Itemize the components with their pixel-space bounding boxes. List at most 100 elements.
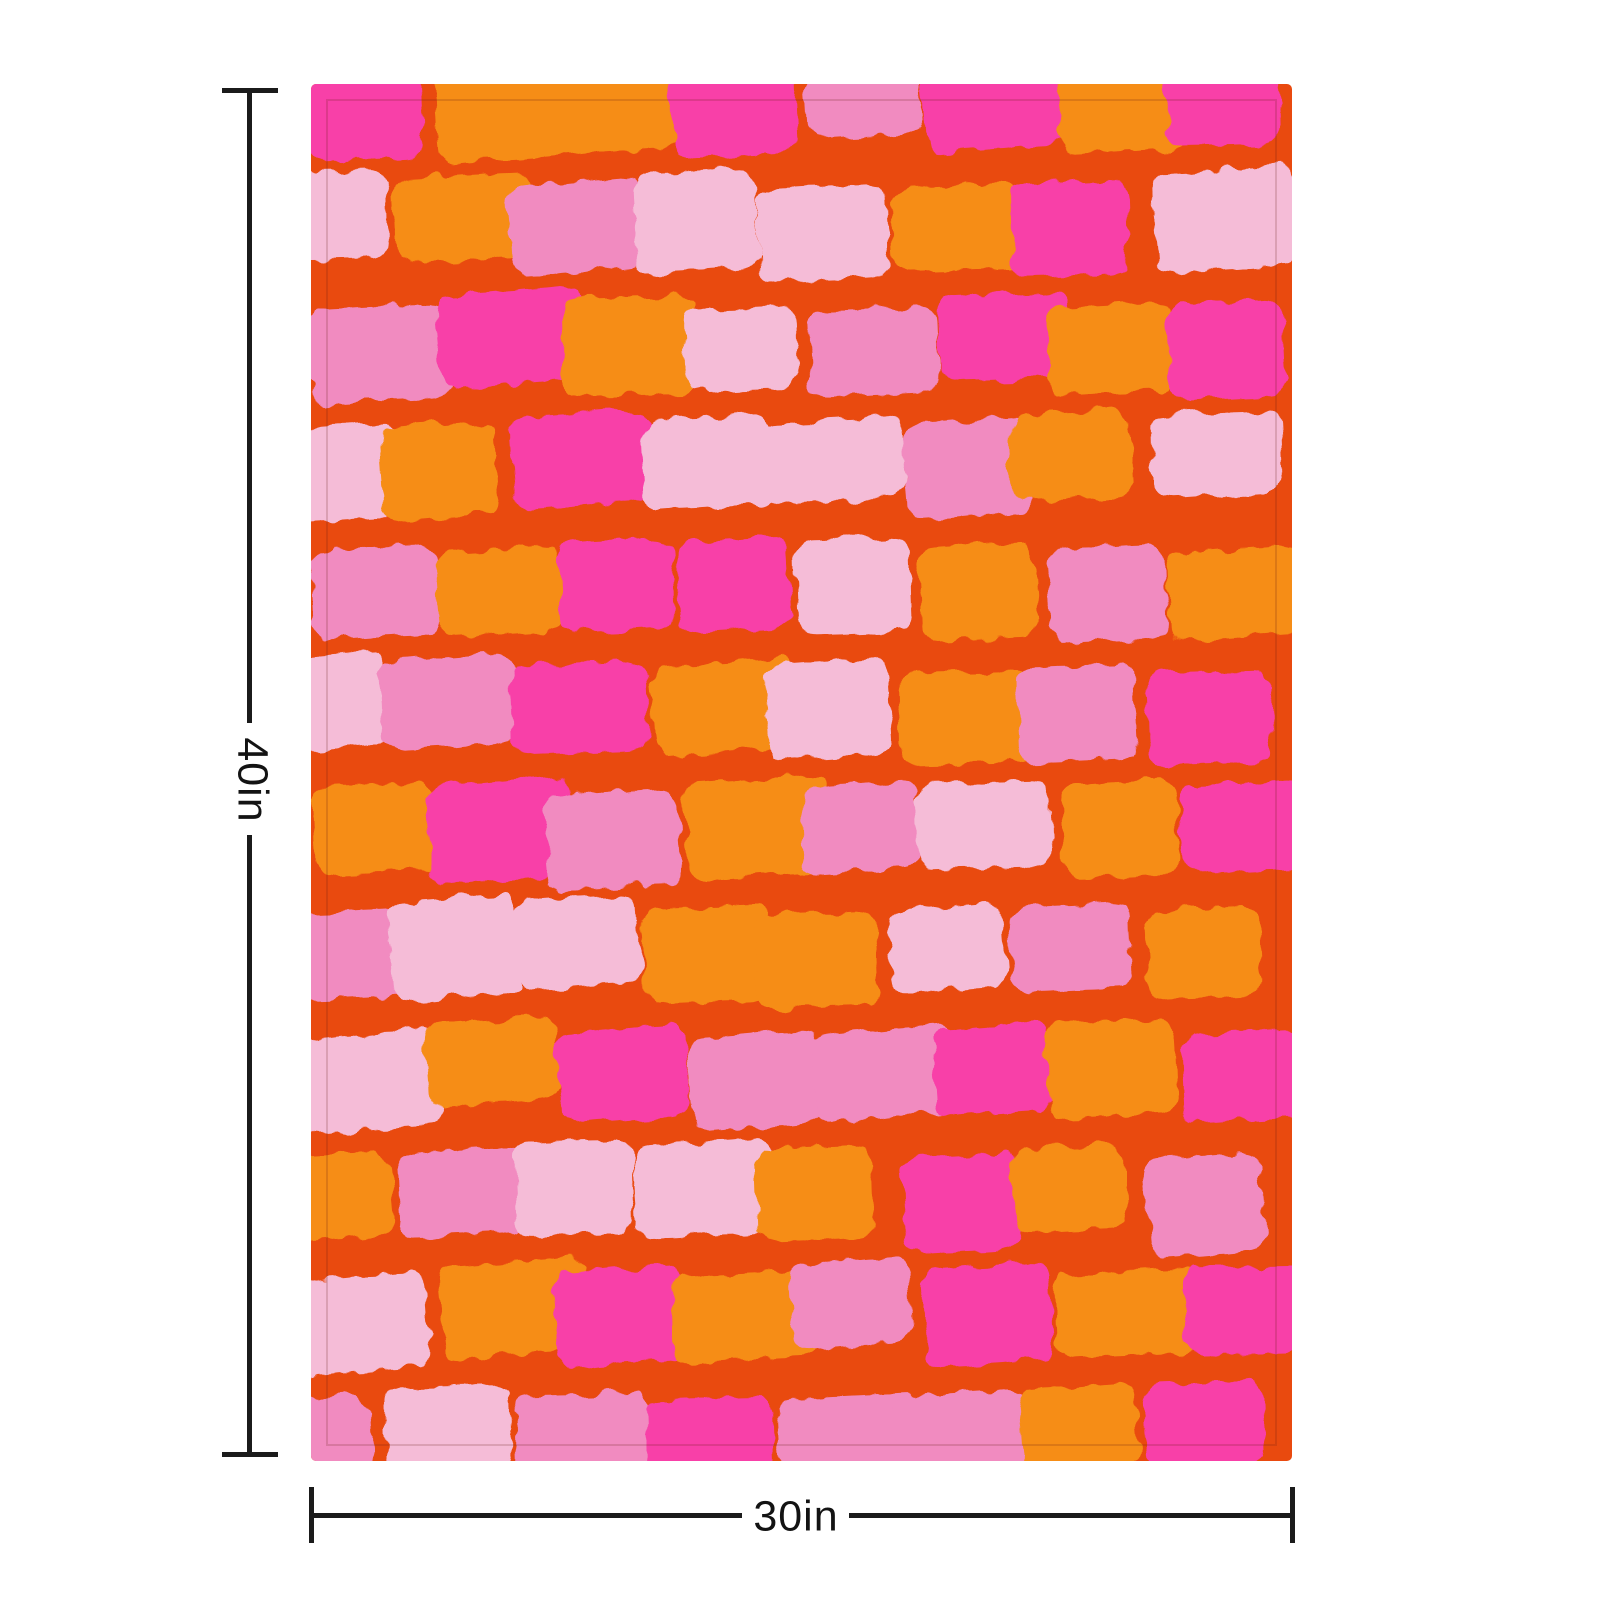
brushstroke-patch [1018,1381,1140,1461]
brushstroke-patch [1165,546,1292,642]
brushstroke-patch [1057,84,1192,154]
brushstroke-patch [434,546,566,638]
brushstroke-patch [1164,84,1281,147]
brushstroke-patch [891,184,1028,273]
brushstroke-patch [561,295,699,397]
brushstroke-patch [1152,165,1292,274]
brushstroke-patch [754,909,878,1010]
brushstroke-patch [1150,409,1284,499]
width-dimension-cap-right [1290,1487,1295,1543]
blanket-preview [311,84,1292,1461]
brushstroke-patch [509,409,652,510]
brushstroke-patch [1180,782,1292,874]
brushstroke-patch [756,182,890,282]
brushstroke-patch [426,777,576,885]
brushstroke-patch [893,1389,1030,1461]
brushstroke-patch [397,1147,529,1239]
brushstroke-patch [311,1151,395,1244]
brushstroke-patch [1145,906,1262,1001]
brushstroke-patch [311,1394,373,1461]
height-dimension-line-upper [247,88,252,723]
brushstroke-patch [921,1262,1054,1367]
brushstroke-patch [811,1025,960,1123]
brushstroke-patch [558,536,675,633]
brushstroke-patch [1046,302,1176,395]
width-dimension-line-right [849,1513,1293,1518]
brushstroke-patch [632,168,759,274]
brushstroke-patch [387,894,522,1001]
brushstroke-patch [555,1024,690,1125]
brushstroke-patch [808,306,940,398]
width-dimension-label: 30in [753,1492,839,1541]
brushstroke-patch [515,1393,652,1461]
brushstroke-patch [1044,1018,1178,1118]
brushstroke-patch [804,84,923,140]
brushstroke-patch [642,904,774,1005]
brushstroke-patch [669,84,798,159]
brushstroke-patch [647,1396,776,1461]
brushstroke-patch [1167,298,1287,401]
brushstroke-patch [1016,663,1137,762]
brushstroke-patch [777,1393,925,1461]
brushstroke-patch [438,1257,588,1359]
brushstroke-patch [919,541,1039,642]
brushstroke-patch [672,1270,821,1362]
brushstroke-patch [901,1153,1023,1254]
brushstroke-patch [311,1030,445,1134]
brushstroke-patch [796,537,912,635]
brushstroke-patch [1143,1382,1265,1461]
brushstroke-patch [1145,1152,1266,1256]
brushstroke-patch [1146,669,1272,765]
brushstroke-patch [379,652,518,750]
brushstroke-patch [762,415,906,506]
brushstroke-patch [1060,778,1180,879]
brushstroke-patch [686,1029,826,1132]
brushstroke-patch [898,669,1033,765]
brushstroke-patch [1012,1144,1127,1230]
brushstroke-patch [764,658,892,761]
brushstroke-patch [543,788,681,891]
brushstroke-patch [539,84,684,155]
brushstroke-patch [1010,903,1132,992]
brushstroke-patch [311,423,405,523]
brushstroke-patch [423,1016,559,1107]
brushstroke-patch [379,420,500,521]
brushstroke-patch [312,782,441,875]
brushstroke-patch [932,1022,1052,1118]
height-dimension-cap-bottom [222,1452,278,1457]
brushstroke-patch [311,545,439,640]
brushstroke-patch [432,84,577,164]
brushstroke-patch [515,894,642,990]
brushstroke-patch [888,903,1007,993]
brushstroke-patch [649,658,797,756]
brushstroke-patch [311,305,450,404]
brushstroke-patch [1182,1265,1292,1355]
brushstroke-patch [800,782,920,874]
brushstroke-patch [311,169,388,260]
brushstroke-patch [675,536,792,633]
brushstroke-patch [514,1139,634,1236]
height-dimension-line-lower [247,835,252,1455]
brushstroke-patch [311,909,408,1001]
brushstroke-patch [921,84,1071,153]
brushstroke-patch [1055,1267,1203,1359]
brushstroke-patch [311,1272,430,1375]
brushstroke-patch [915,782,1051,870]
brushstroke-patch [510,661,649,755]
brushstroke-patch [937,291,1070,382]
brushstroke-patch [754,1146,875,1242]
brushstroke-patch [1008,410,1134,502]
brushstroke-patch [683,306,799,393]
brushstroke-patch [311,84,424,162]
brushstroke-patch [435,287,583,391]
brushstroke-patch [553,1265,686,1369]
brushstroke-patch [633,1139,779,1238]
height-dimension-label: 40in [228,737,277,823]
brushstroke-patch [311,650,391,753]
brushstroke-patch [392,172,538,263]
brushstroke-patch [641,413,775,511]
brushstroke-patch [1010,181,1129,279]
brushstroke-patch [1182,1030,1292,1124]
brushstroke-patch [507,176,646,276]
width-dimension-line-left [311,1513,742,1518]
